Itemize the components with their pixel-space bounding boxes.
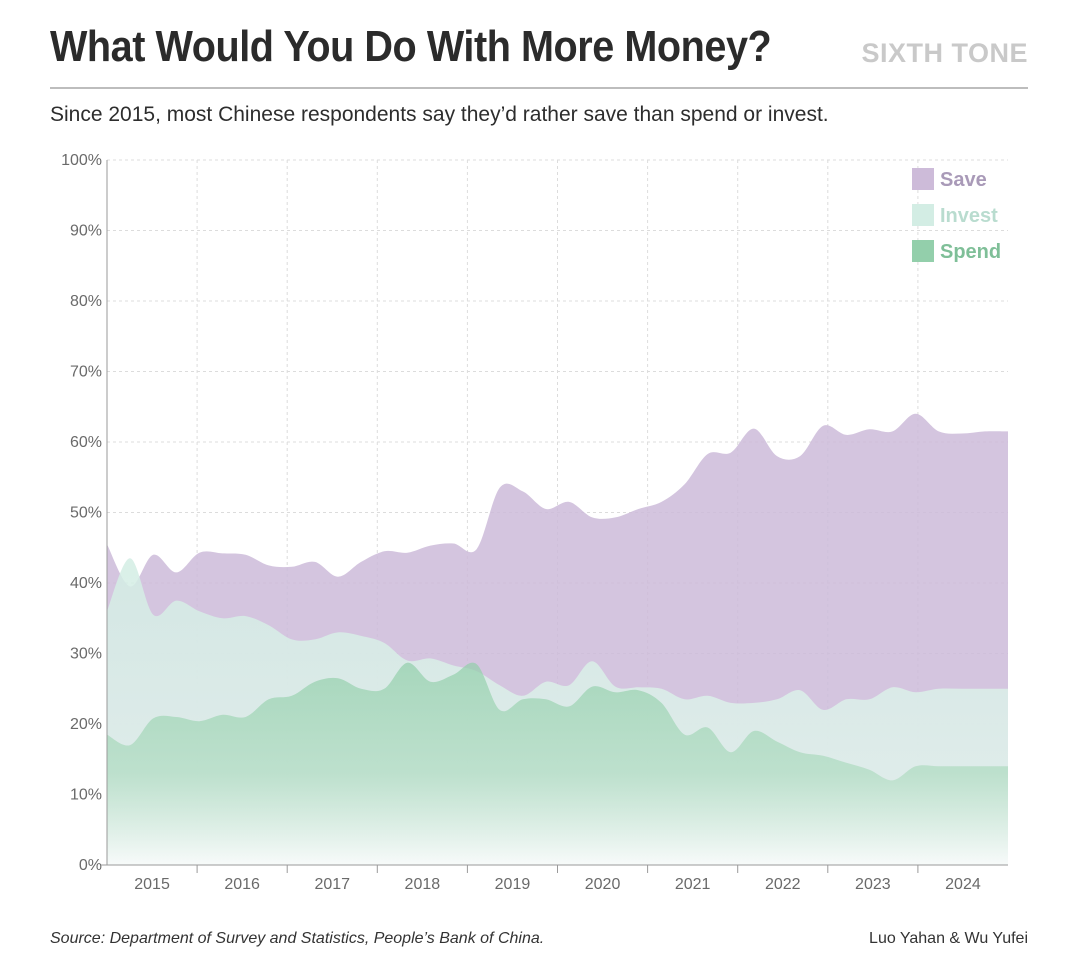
brand-logo: SIXTH TONE [861,38,1028,68]
y-tick-label: 80% [70,293,102,310]
y-tick-label: 0% [79,857,102,874]
x-tick-label: 2015 [134,876,170,893]
x-tick-label: 2019 [495,876,531,893]
area-chart: 0% 10% 20% 30% 40% 50% 60% 70% 80% 90% 100% 2015 201… [61,152,1008,893]
x-tick-label: 2022 [765,876,801,893]
y-tick-label: 100% [61,152,102,169]
legend: Save Invest Spend [912,168,1001,263]
legend-swatch-spend [912,240,934,262]
y-tick-label: 70% [70,364,102,381]
y-tick-label: 40% [70,575,102,592]
x-tick-label: 2017 [314,876,350,893]
y-tick-label: 90% [70,223,102,240]
y-tick-label: 10% [70,787,102,804]
x-tick-label: 2021 [675,876,711,893]
author-credit: Luo Yahan & Wu Yufei [869,930,1028,947]
y-tick-label: 50% [70,505,102,522]
x-tick-label: 2023 [855,876,891,893]
chart-title: What Would You Do With More Money? [50,22,772,71]
header-divider [50,87,1028,89]
y-tick-label: 20% [70,716,102,733]
area-spend [107,662,1008,865]
legend-label-invest: Invest [940,205,998,227]
series-areas [107,413,1008,865]
y-tick-label: 60% [70,434,102,451]
x-tick-label: 2024 [945,876,981,893]
chart-subtitle: Since 2015, most Chinese respondents say… [50,103,829,126]
legend-swatch-save [912,168,934,190]
x-tick-label: 2020 [585,876,621,893]
legend-swatch-invest [912,204,934,226]
axes: 0% 10% 20% 30% 40% 50% 60% 70% 80% 90% 100% 2015 201… [61,152,1008,893]
source-note: Source: Department of Survey and Statist… [50,930,545,947]
legend-label-spend: Spend [940,241,1001,263]
x-tick-label: 2018 [405,876,441,893]
x-tick-label: 2016 [224,876,260,893]
y-tick-label: 30% [70,646,102,663]
legend-label-save: Save [940,169,987,191]
